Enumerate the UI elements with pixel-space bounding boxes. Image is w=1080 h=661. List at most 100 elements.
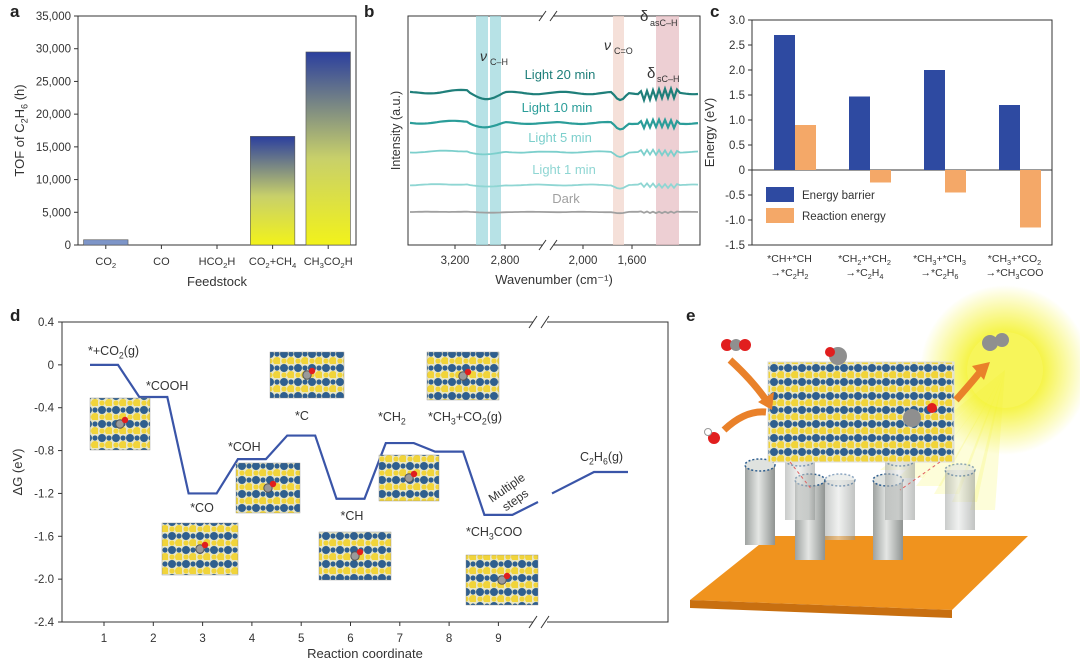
bar-c [774,35,795,170]
panel-label-a: a [10,2,20,21]
text-part: 2 [401,417,406,427]
legend-label-c: Energy barrier [802,190,875,202]
series-label-b: Light 5 min [528,130,592,145]
co2-molecule-c [730,339,742,351]
x-tick-label-c: →*C2H2 [771,267,809,281]
y-tick-label-c: 1.5 [729,90,745,102]
bar-a [250,136,296,246]
x-tick-label-a: CO2+CH4 [249,256,297,270]
step-label-d: *COOH [146,379,188,393]
x-tick-label-c: →*CH3COO [986,267,1044,281]
band-sub-delta-s: sC–H [657,74,680,84]
adsorbate-atom [497,575,507,585]
nanowire-pillar [785,460,815,520]
x-tick-label-d: 8 [446,633,452,645]
product-arrow [953,369,983,403]
band-b [656,16,668,245]
spectrum-line [409,147,699,158]
y-tick-label-c: 2.5 [729,40,745,52]
bar-a [83,239,129,246]
energy-profile-line [90,363,628,516]
x-tick-label-a: CO2 [95,256,116,270]
y-axis-label-c: Energy (eV) [702,98,717,167]
step-label-d: *CO [190,501,214,515]
text-part: *CH [428,410,451,424]
step-label-d: *C [295,409,309,423]
panel-label-d: d [10,306,21,325]
x-tick-label-b: 2,800 [491,255,520,267]
band-b [668,16,679,245]
plot-frame-d [61,321,669,623]
plot-frame-c [751,19,1053,246]
spectrum-line [409,85,699,104]
nanowire-pillar [825,480,855,540]
text-part: CH [304,256,320,268]
text-part: (g) [608,450,623,464]
text-part: 2 [482,417,487,427]
text-part: 2 [793,272,797,281]
axis-break-mark [549,239,558,251]
bar-c [849,96,870,170]
oxygen-atom [308,367,316,375]
y-tick-label-c: -1.5 [725,240,745,252]
step-label-d: *CH3COO [466,525,523,542]
bar-c [795,125,816,170]
y-tick-label-a: 10,000 [36,175,71,187]
text-part: 6 [603,457,608,467]
y-tick-label-a: 5,000 [42,207,71,219]
text-part: 3 [1015,272,1019,281]
text-part: →*C [846,267,869,279]
x-tick-label-d: 6 [347,633,353,645]
x-tick-label-a: CO [153,256,170,268]
text-part: 2 [589,457,594,467]
oxygen-atom [825,347,835,357]
panel-label-b: b [364,2,375,21]
step-label-d: *CH [341,509,364,523]
band-label-nu-co: ν [604,37,611,53]
x-tick-label-d: 3 [199,633,205,645]
text-part: CO [249,256,266,268]
band-sub-nu-co: C=O [614,46,633,56]
text-part: 2 [857,258,861,267]
text-part: 3 [320,261,324,270]
adsorbate-atom [302,370,312,380]
y-tick-label-c: 2.0 [729,65,745,77]
oxygen-atom [410,470,418,478]
x-tick-label-d: 7 [397,633,403,645]
bar-c [1020,170,1041,228]
text-part: H [12,109,27,118]
bar-c [924,70,945,170]
bar-c [999,105,1020,170]
spectrum-line [409,116,699,131]
x-axis-label-b: Wavenumber (cm⁻¹) [495,272,613,287]
text-part: →*CH [986,267,1016,279]
text-part: H [797,267,805,279]
legend-swatch-c [766,187,794,202]
ethane-molecule [995,333,1009,347]
y-tick-label-d: -1.6 [34,531,54,543]
text-part: 3 [932,258,936,267]
y-axis-label-d: ΔG (eV) [10,449,25,496]
water-molecule-h [704,428,712,436]
text-part: CO [324,256,341,268]
text-part: 2 [112,261,116,270]
text-part: 3 [451,417,456,427]
step-label-d: C2H6(g) [580,450,623,467]
y-tick-label-a: 15,000 [36,142,71,154]
step-label-d: *CH3+CO2(g) [428,410,502,427]
bar-a [305,51,351,246]
y-tick-label-c: 1.0 [729,115,745,127]
adsorbate-atom [115,419,125,429]
text-part: +CO [456,410,482,424]
text-part: 4 [292,261,297,270]
oxygen-atom [464,368,472,376]
panel-label-e: e [686,306,696,325]
x-tick-label-c: *CH3+*CH3 [913,253,966,267]
adsorbate-atom [263,483,273,493]
x-axis-label-d: Reaction coordinate [307,646,423,661]
band-b [613,16,624,245]
axis-break-mark [528,615,538,629]
x-tick-label-c: *CH2+*CH2 [838,253,891,267]
